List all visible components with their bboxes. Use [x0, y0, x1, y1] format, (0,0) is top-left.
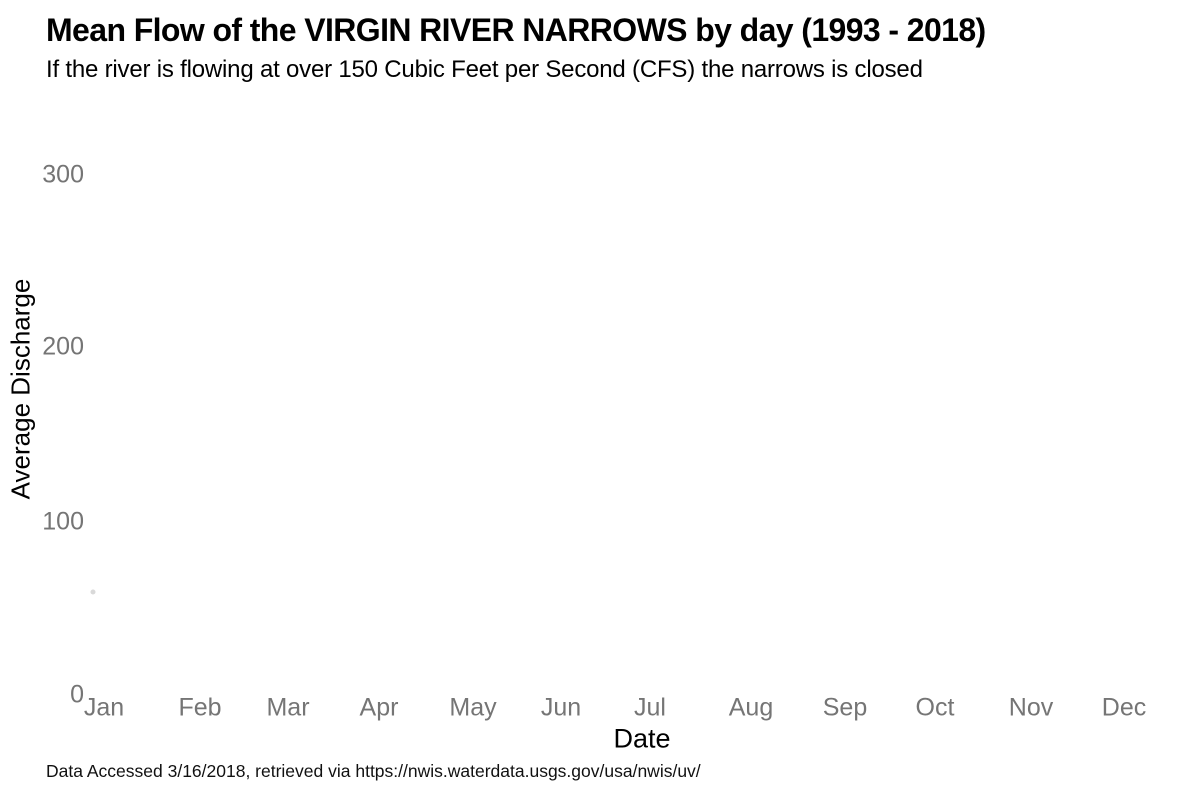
x-tick-feb: Feb	[178, 693, 222, 722]
x-axis-title: Date	[613, 723, 671, 754]
y-tick-300: 300	[42, 160, 84, 189]
x-tick-apr: Apr	[359, 693, 399, 722]
chart-subtitle: If the river is flowing at over 150 Cubi…	[46, 56, 923, 83]
x-tick-jul: Jul	[634, 693, 666, 722]
y-tick-200: 200	[42, 332, 84, 361]
x-tick-jan: Jan	[83, 693, 125, 722]
x-tick-jun: Jun	[540, 693, 582, 722]
x-tick-may: May	[449, 693, 497, 722]
y-tick-0: 0	[70, 680, 84, 709]
x-tick-sep: Sep	[822, 693, 868, 722]
x-tick-oct: Oct	[915, 693, 955, 722]
y-axis-title: Average Discharge	[5, 278, 36, 500]
scatter-point-january	[90, 589, 96, 595]
x-tick-mar: Mar	[266, 693, 310, 722]
x-tick-dec: Dec	[1101, 693, 1147, 722]
y-tick-100: 100	[42, 507, 84, 536]
x-tick-nov: Nov	[1008, 693, 1054, 722]
chart-title: Mean Flow of the VIRGIN RIVER NARROWS by…	[46, 12, 986, 48]
x-tick-aug: Aug	[728, 693, 774, 722]
data-source-caption: Data Accessed 3/16/2018, retrieved via h…	[46, 761, 701, 781]
